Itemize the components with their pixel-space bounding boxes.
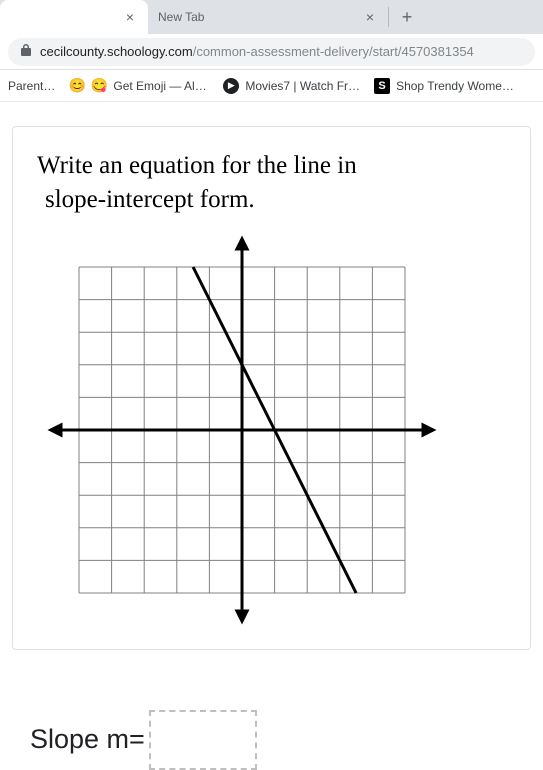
bookmark-parent[interactable]: Parent…: [8, 79, 55, 93]
tab-new[interactable]: New Tab ×: [148, 0, 388, 34]
bookmark-label: Movies7 | Watch Fr…: [245, 79, 360, 93]
s-icon: S: [374, 78, 390, 94]
bookmark-label: Parent…: [8, 79, 55, 93]
new-tab-button[interactable]: +: [393, 3, 421, 31]
slope-label: Slope m=: [30, 724, 145, 755]
browser-chrome: × New Tab × + cecilcounty.schoology.com/…: [0, 0, 543, 102]
tab-divider: [388, 7, 389, 27]
bookmark-label: Shop Trendy Wome…: [396, 79, 514, 93]
bookmark-emoji[interactable]: 😊 😋 Get Emoji — All…: [69, 78, 209, 94]
answer-row: Slope m=: [12, 710, 531, 770]
lock-icon: [20, 43, 32, 60]
close-icon[interactable]: ×: [122, 9, 138, 25]
address-bar[interactable]: cecilcounty.schoology.com/common-assessm…: [8, 38, 535, 66]
content-area: Write an equation for the line in slope-…: [0, 102, 543, 770]
emoji-icon: 😊: [69, 78, 85, 94]
question-line1: Write an equation for the line in: [37, 149, 506, 183]
close-icon[interactable]: ×: [362, 9, 378, 25]
bookmarks-bar: Parent… 😊 😋 Get Emoji — All… ▶ Movies7 |…: [0, 70, 543, 102]
play-icon: ▶: [223, 78, 239, 94]
tab-label: New Tab: [158, 10, 212, 24]
bookmark-movies[interactable]: ▶ Movies7 | Watch Fr…: [223, 78, 360, 94]
bookmark-label: Get Emoji — All…: [113, 79, 209, 93]
slope-input[interactable]: [149, 710, 257, 770]
tab-active[interactable]: ×: [0, 0, 148, 34]
question-text: Write an equation for the line in slope-…: [37, 149, 506, 217]
url-domain: cecilcounty.schoology.com: [40, 44, 193, 59]
emoji-icon: 😋: [91, 78, 107, 94]
bookmark-shop[interactable]: S Shop Trendy Wome…: [374, 78, 514, 94]
question-line2: slope-intercept form.: [37, 183, 506, 217]
address-bar-row: cecilcounty.schoology.com/common-assessm…: [0, 34, 543, 70]
slope-graph: [47, 235, 437, 625]
question-card: Write an equation for the line in slope-…: [12, 126, 531, 650]
tab-strip: × New Tab × +: [0, 0, 543, 34]
url-path: /common-assessment-delivery/start/457038…: [193, 44, 474, 59]
